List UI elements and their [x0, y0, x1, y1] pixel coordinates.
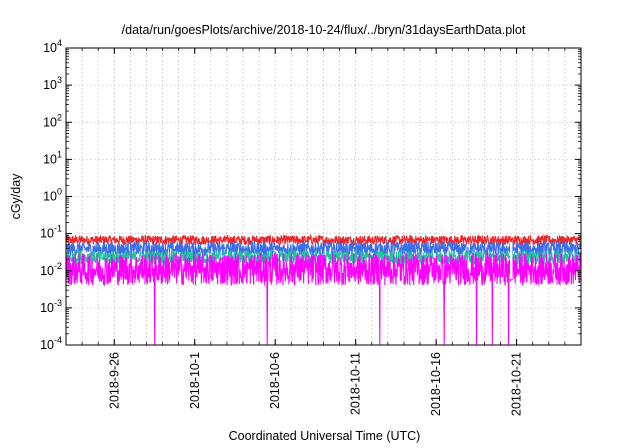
y-tick-label: 100	[43, 187, 62, 204]
x-tick-label: 2018-10-21	[510, 352, 524, 416]
y-tick-label: 103	[43, 75, 62, 92]
y-tick-label: 104	[43, 38, 62, 55]
x-tick-label: 2018-9-26	[107, 352, 121, 409]
series-line	[65, 252, 582, 346]
y-tick-label: 10-1	[40, 224, 62, 241]
y-tick-label: 101	[43, 149, 62, 166]
x-axis-label: Coordinated Universal Time (UTC)	[229, 429, 421, 443]
y-tick-label: 10-3	[40, 298, 62, 315]
x-tick-label: 2018-10-6	[268, 352, 282, 409]
y-tick-label: 10-2	[40, 261, 62, 278]
x-tick-label: 2018-10-1	[188, 352, 202, 409]
x-tick-label: 2018-10-11	[349, 352, 363, 415]
series-layer	[65, 233, 582, 346]
ticks: 10-4 10-3 10-2 10-1 100 101 102 103 104 2018-9-26…	[40, 38, 581, 416]
chart-title: /data/run/goesPlots/archive/2018-10-24/f…	[122, 23, 526, 37]
y-tick-label: 10-4	[40, 335, 62, 352]
y-axis-label: cGy/day	[9, 173, 23, 220]
grid-lines	[66, 48, 581, 345]
x-tick-label: 2018-10-16	[429, 352, 443, 416]
y-tick-label: 102	[43, 112, 62, 129]
